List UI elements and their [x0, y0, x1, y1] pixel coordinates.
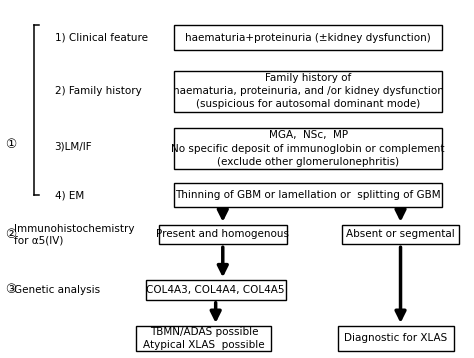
Text: 4) EM: 4) EM: [55, 190, 84, 200]
Bar: [174, 25, 442, 50]
Text: Absent or segmental: Absent or segmental: [346, 229, 455, 240]
Bar: [136, 326, 271, 351]
Text: 1) Clinical feature: 1) Clinical feature: [55, 33, 147, 43]
Text: ③: ③: [5, 284, 16, 296]
Text: COL4A3, COL4A4, COL4A5: COL4A3, COL4A4, COL4A5: [146, 285, 285, 295]
Bar: [337, 326, 454, 351]
Text: ②: ②: [5, 228, 16, 241]
Bar: [159, 225, 287, 245]
Bar: [174, 71, 442, 112]
Text: MGA,  NSc,  MP
No specific deposit of immunoglobin or complement
(exclude other : MGA, NSc, MP No specific deposit of immu…: [171, 130, 445, 167]
Text: TBMN/ADAS possible
Atypical XLAS  possible: TBMN/ADAS possible Atypical XLAS possibl…: [143, 327, 264, 350]
Text: Present and homogenous: Present and homogenous: [156, 229, 289, 240]
Text: Genetic analysis: Genetic analysis: [14, 285, 100, 295]
Text: Immunohistochemistry
for α5(IV): Immunohistochemistry for α5(IV): [14, 224, 135, 245]
Text: ①: ①: [5, 139, 16, 151]
Text: Diagnostic for XLAS: Diagnostic for XLAS: [344, 333, 447, 343]
Bar: [342, 225, 458, 245]
Text: haematuria+proteinuria (±kidney dysfunction): haematuria+proteinuria (±kidney dysfunct…: [185, 33, 431, 43]
Text: Thinning of GBM or lamellation or  splitting of GBM: Thinning of GBM or lamellation or splitt…: [175, 190, 441, 200]
Bar: [174, 183, 442, 207]
Bar: [174, 128, 442, 169]
Text: 2) Family history: 2) Family history: [55, 86, 141, 96]
Text: Family history of
haematuria, proteinuria, and /or kidney dysfunction
(suspiciou: Family history of haematuria, proteinuri…: [173, 73, 444, 110]
Bar: [146, 280, 285, 300]
Text: 3)LM/IF: 3)LM/IF: [55, 142, 92, 152]
